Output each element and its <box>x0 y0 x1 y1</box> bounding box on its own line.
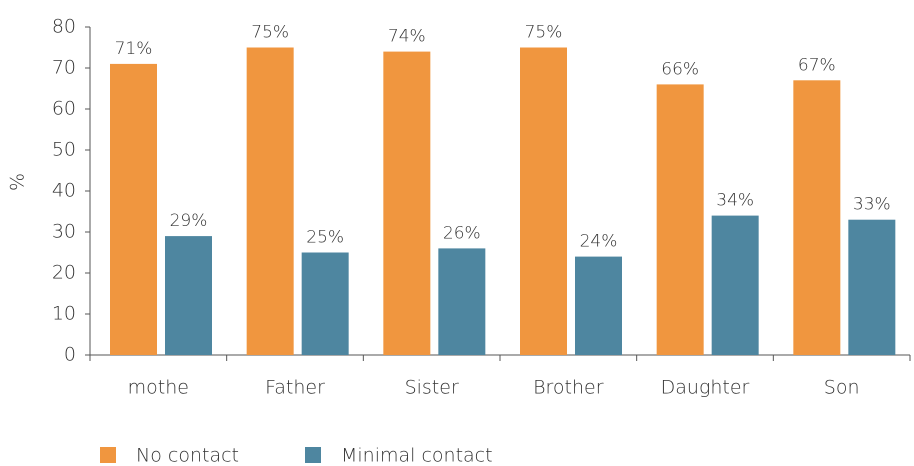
value-label: 25% <box>306 228 344 248</box>
value-label: 34% <box>716 191 754 211</box>
bar <box>110 63 157 356</box>
bar <box>575 256 622 355</box>
y-tick-label: 10 <box>52 303 76 325</box>
bar <box>383 51 431 355</box>
bar <box>520 47 567 355</box>
value-label: 74% <box>388 27 426 47</box>
value-label: 33% <box>853 195 891 215</box>
value-label: 67% <box>798 55 836 75</box>
legend-swatch <box>305 447 321 463</box>
legend-label: Minimal contact <box>341 445 493 466</box>
bar <box>848 219 896 355</box>
x-tick-label: Son <box>824 377 860 399</box>
value-label: 66% <box>661 59 699 79</box>
x-tick-label: Father <box>265 377 325 399</box>
y-tick-label: 40 <box>52 180 76 202</box>
bar <box>438 248 486 355</box>
y-tick-label: 50 <box>52 139 76 161</box>
bar <box>165 236 212 355</box>
y-tick-label: 30 <box>52 221 76 243</box>
value-label: 71% <box>115 39 153 59</box>
legend-label: No contact <box>136 445 239 466</box>
value-label: 29% <box>170 211 208 231</box>
y-tick-label: 70 <box>52 57 76 79</box>
y-tick-label: 80 <box>52 16 76 38</box>
value-label: 26% <box>443 223 481 243</box>
bar <box>246 47 294 355</box>
y-tick-label: 20 <box>52 262 76 284</box>
bar <box>301 252 349 355</box>
x-tick-label: mothe <box>128 377 189 399</box>
value-label: 24% <box>580 232 618 252</box>
legend-swatch <box>100 447 116 463</box>
value-label: 75% <box>525 23 563 43</box>
bar <box>656 84 704 356</box>
x-tick-label: Daughter <box>661 377 750 399</box>
bar <box>793 80 841 356</box>
x-tick-label: Brother <box>533 377 604 399</box>
bar <box>711 215 759 355</box>
y-axis-label: % <box>7 173 29 191</box>
y-tick-label: 60 <box>52 98 76 120</box>
value-label: 75% <box>251 23 289 43</box>
y-tick-label: 0 <box>64 344 76 366</box>
x-tick-label: Sister <box>405 377 459 399</box>
